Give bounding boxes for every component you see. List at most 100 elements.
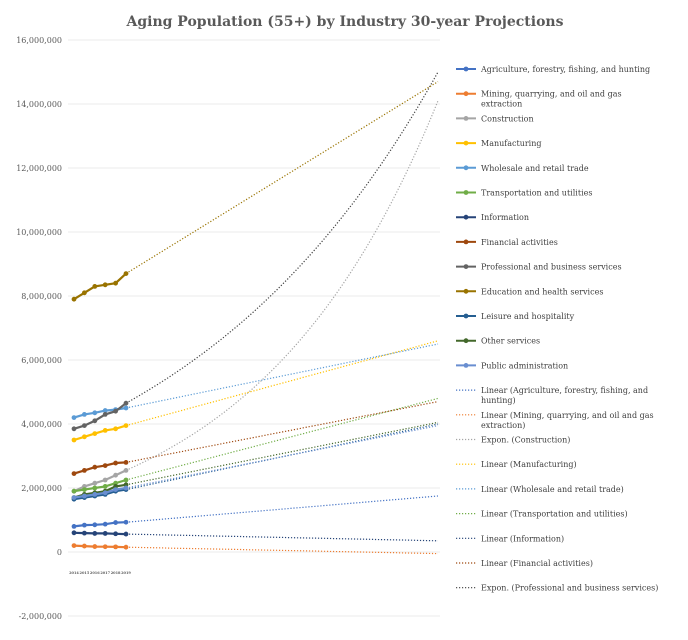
data-point — [113, 531, 118, 537]
legend-label: Leisure and hospitality — [481, 312, 575, 321]
data-point — [102, 484, 108, 489]
legend-label: Linear (Financial activities) — [481, 559, 593, 568]
y-tick-label: -2,000,000 — [19, 612, 62, 621]
data-point — [92, 522, 98, 528]
data-point — [92, 284, 98, 289]
legend-marker — [463, 66, 469, 72]
trendlines — [125, 71, 439, 555]
y-tick-label: 4,000,000 — [21, 420, 62, 429]
trendline — [125, 533, 439, 542]
data-point — [123, 485, 129, 491]
data-point — [82, 543, 87, 549]
legend-marker — [463, 239, 469, 245]
data-point — [123, 460, 129, 465]
series-line — [73, 544, 127, 549]
legend-marker — [463, 165, 469, 171]
legend-label: Financial activities — [481, 238, 558, 247]
legend-label: Expon. (Construction) — [481, 436, 570, 445]
data-point — [71, 530, 77, 536]
x-tick-label: 2018 — [111, 571, 121, 575]
data-point — [92, 480, 98, 486]
y-tick-label: 8,000,000 — [21, 292, 62, 301]
legend-label: Agriculture, forestry, fishing, and hunt… — [480, 65, 650, 74]
data-point — [71, 524, 77, 529]
data-point — [113, 472, 118, 478]
data-point — [123, 423, 129, 428]
data-point — [123, 519, 129, 525]
data-point — [71, 296, 77, 302]
data-point — [71, 471, 77, 476]
data-point — [82, 530, 87, 536]
data-point — [113, 426, 118, 432]
legend-marker — [463, 214, 469, 220]
data-point — [123, 271, 129, 276]
data-point — [102, 544, 108, 550]
legend-label: Transportation and utilities — [481, 189, 592, 198]
trendline — [125, 401, 439, 463]
y-axis: -2,000,000 0 2,000,000 4,000,000 6,000,000 8,… — [16, 36, 62, 621]
series-line — [73, 424, 127, 442]
legend-label: Linear (Manufacturing) — [481, 460, 577, 469]
trendline — [125, 81, 439, 275]
legend-label: Expon. (Professional and business servic… — [481, 584, 658, 593]
legend-label: Construction — [481, 114, 534, 123]
y-tick-label: 10,000,000 — [16, 228, 62, 237]
data-point — [71, 437, 77, 443]
series-line — [73, 461, 127, 475]
y-tick-label: 14,000,000 — [16, 100, 62, 109]
x-tick-label: 2015 — [80, 571, 90, 575]
legend-label: Linear (Agriculture, forestry, fishing, … — [481, 386, 648, 405]
legend-label: Linear (Transportation and utilities) — [481, 510, 628, 519]
trendline — [125, 343, 439, 409]
legend-marker — [463, 91, 469, 97]
data-point — [113, 520, 118, 525]
y-tick-label: 16,000,000 — [16, 36, 62, 45]
x-tick-label: 2016 — [90, 571, 100, 575]
data-point — [102, 521, 108, 527]
series-line — [73, 531, 127, 536]
data-point — [92, 492, 98, 497]
x-tick-label: 2019 — [121, 571, 131, 575]
legend-label: Linear (Wholesale and retail trade) — [481, 485, 624, 494]
legend-marker — [463, 288, 469, 294]
data-point — [123, 531, 129, 537]
series-line — [73, 521, 127, 528]
data-point — [113, 487, 118, 492]
legend-label: Other services — [481, 337, 540, 346]
data-point — [82, 412, 87, 417]
trendline — [125, 425, 439, 489]
legend-marker — [463, 313, 469, 319]
legend-marker — [463, 116, 469, 121]
y-tick-label: 6,000,000 — [21, 356, 62, 365]
data-point — [92, 410, 98, 416]
data-point — [113, 544, 118, 550]
legend-marker — [463, 264, 469, 269]
data-point — [113, 460, 118, 466]
series-lines — [71, 271, 129, 550]
data-point — [123, 405, 129, 411]
data-point — [82, 290, 87, 296]
data-point — [92, 431, 98, 436]
data-point — [82, 493, 87, 499]
data-point — [92, 485, 98, 491]
y-tick-label: 0 — [57, 548, 62, 557]
data-point — [102, 412, 108, 417]
chart-title: Aging Population (55+) by Industry 30-ye… — [126, 14, 564, 30]
data-point — [102, 428, 108, 433]
data-point — [92, 544, 98, 549]
legend-label: Mining, quarrying, and oil and gas extrac… — [481, 90, 622, 109]
x-tick-label: 2014 — [69, 571, 79, 575]
data-point — [92, 418, 98, 424]
legend-label: Professional and business services — [481, 263, 622, 272]
x-axis: 2014 2015 2016 2017 2018 2019 — [69, 571, 131, 575]
data-point — [92, 464, 98, 470]
y-tick-label: 2,000,000 — [21, 484, 62, 493]
gridlines — [68, 39, 440, 617]
y-tick-label: 12,000,000 — [16, 164, 62, 173]
data-point — [82, 522, 87, 528]
legend-marker — [463, 140, 469, 146]
legend-marker — [463, 363, 469, 368]
x-tick-label: 2017 — [100, 571, 110, 575]
legend-label: Manufacturing — [481, 139, 542, 148]
